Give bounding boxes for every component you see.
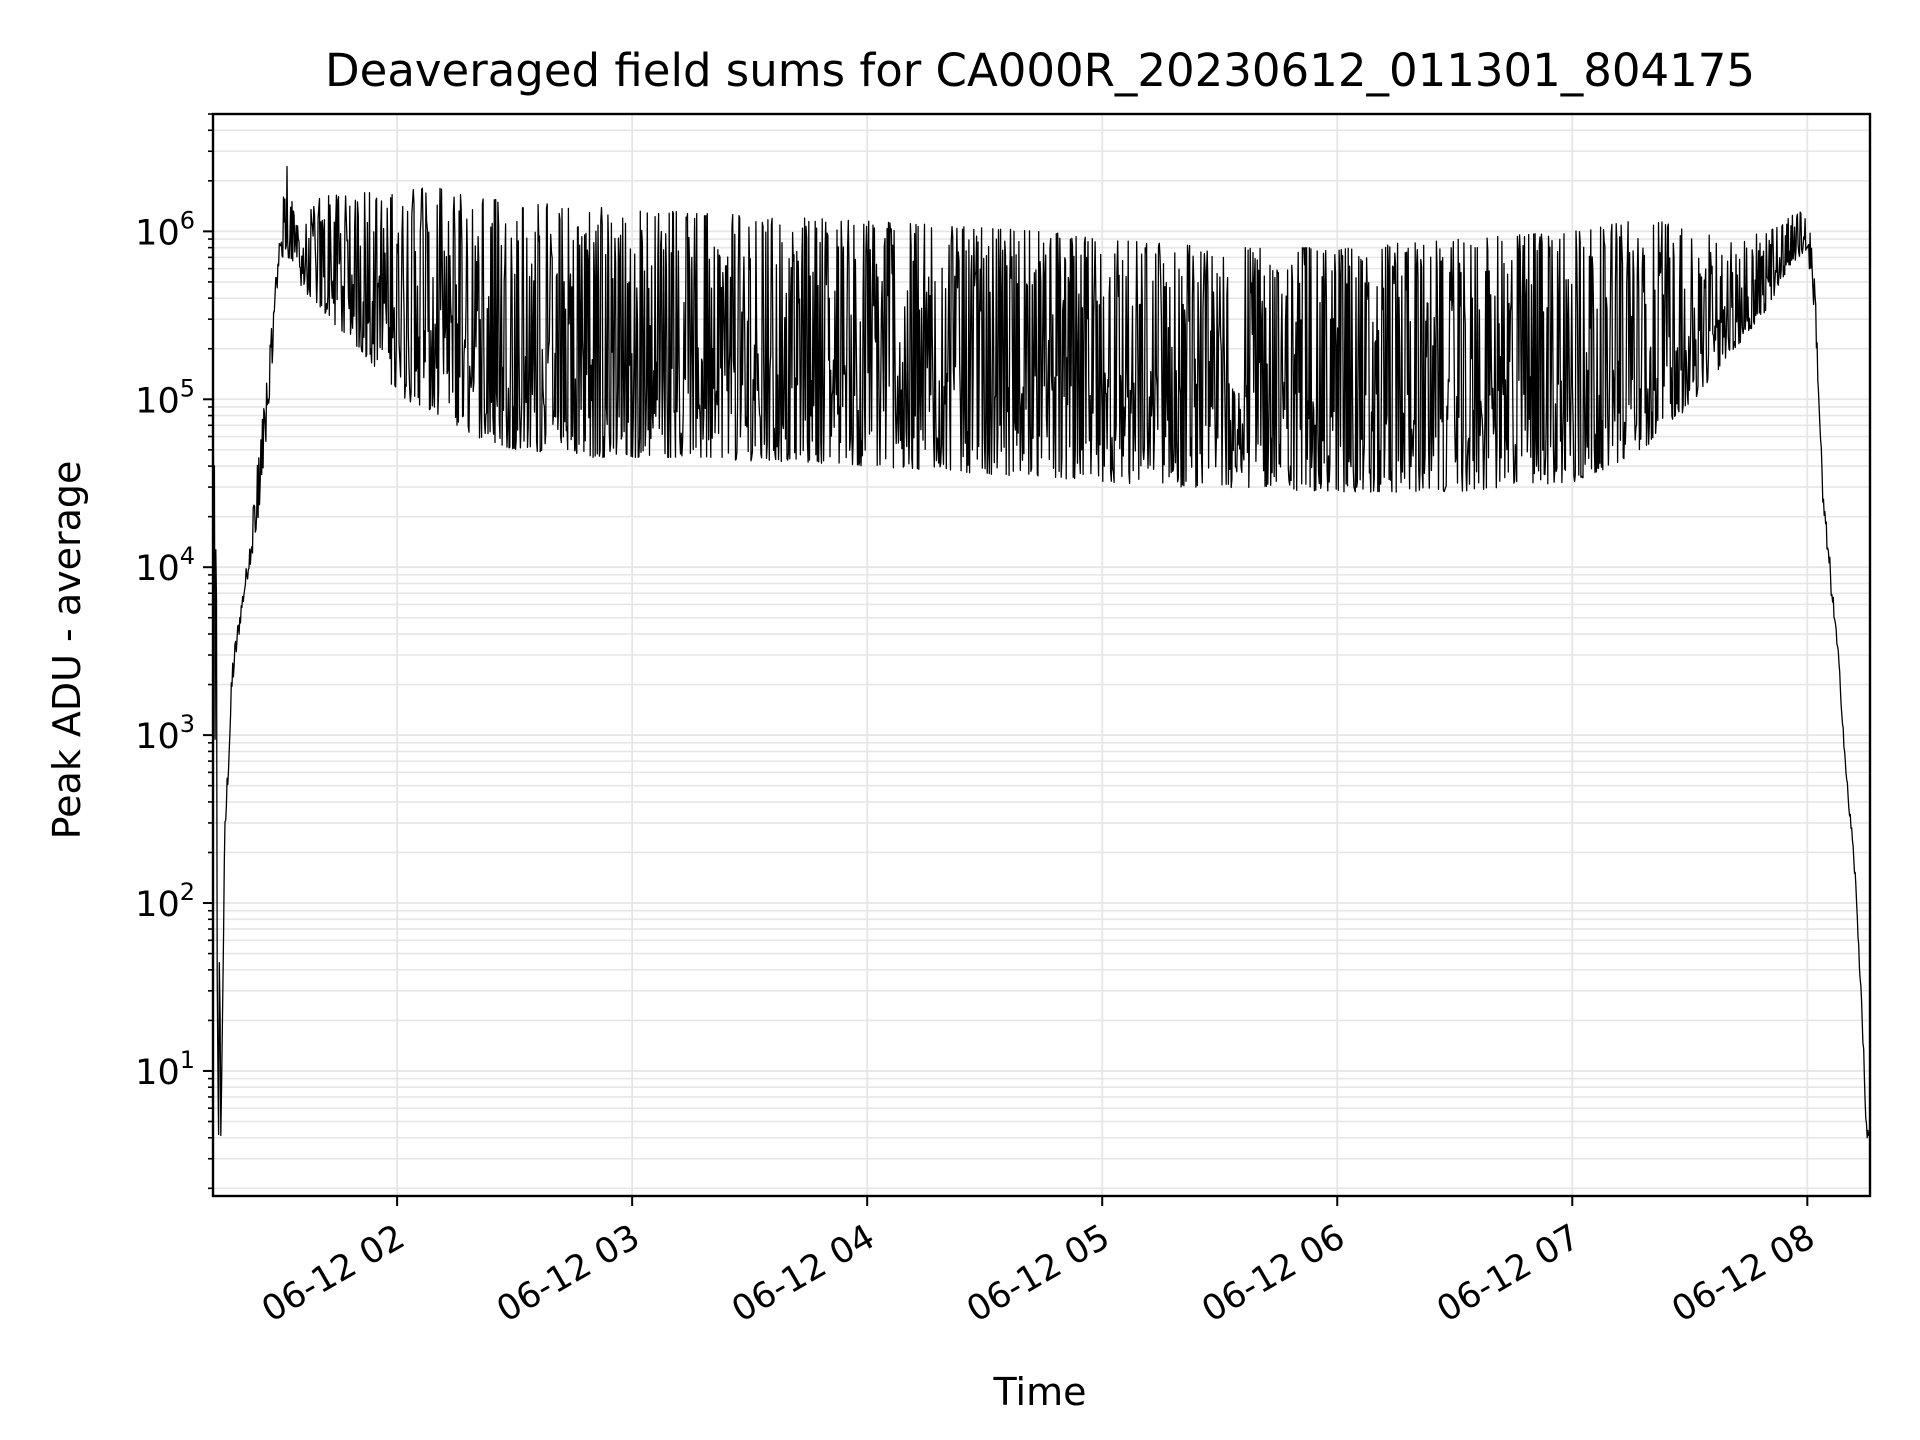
x-tick-label: 06-12 02 xyxy=(255,1217,411,1330)
y-axis-label: Peak ADU - average xyxy=(45,461,89,840)
x-tick-label: 06-12 03 xyxy=(490,1217,646,1330)
y-tick-label: 103 xyxy=(135,710,195,757)
y-axis: 101 102 103 104 105 106 xyxy=(135,113,213,1190)
y-tick-label: 106 xyxy=(135,206,195,253)
x-tick-label: 06-12 06 xyxy=(1195,1217,1351,1330)
x-tick-label: 06-12 07 xyxy=(1430,1217,1586,1330)
x-tick-label: 06-12 04 xyxy=(725,1217,881,1330)
y-tick-label: 105 xyxy=(135,374,195,421)
chart-title: Deaveraged field sums for CA000R_2023061… xyxy=(325,44,1755,97)
x-tick-label: 06-12 08 xyxy=(1666,1217,1822,1330)
y-tick-label: 101 xyxy=(135,1046,195,1093)
y-tick-label: 104 xyxy=(135,542,195,589)
y-tick-label: 102 xyxy=(135,878,195,925)
x-tick-label: 06-12 05 xyxy=(960,1217,1116,1330)
x-axis-label: Time xyxy=(993,1370,1087,1414)
x-axis: 06-12 02 06-12 03 06-12 04 06-12 05 06-12 06… xyxy=(255,1196,1822,1330)
series-layer xyxy=(212,165,1870,1139)
series-line-0 xyxy=(212,165,1870,1139)
